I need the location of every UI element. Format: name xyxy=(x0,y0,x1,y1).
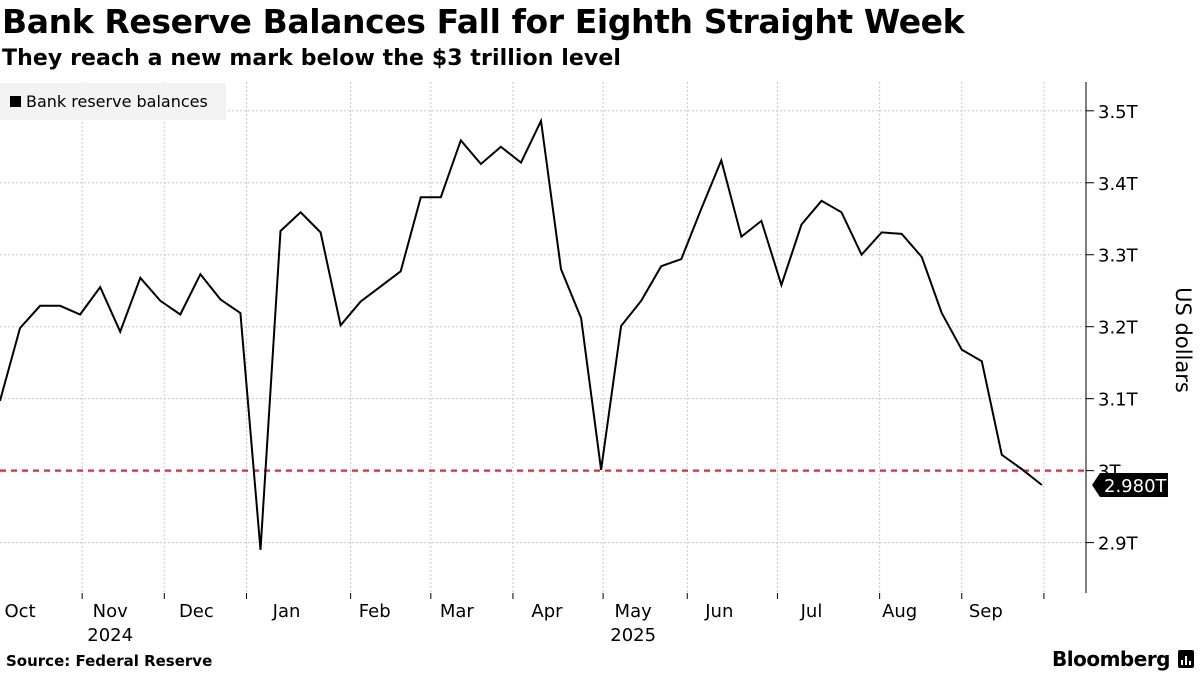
y-tick-label: 2.9T xyxy=(1098,534,1139,555)
x-tick-label: Nov xyxy=(93,601,128,622)
last-value-label: 2.980T xyxy=(1104,476,1168,497)
x-tick-label: Oct xyxy=(4,601,35,622)
chart-subtitle: They reach a new mark below the $3 trill… xyxy=(2,46,622,71)
bloomberg-logo: Bloomberg xyxy=(1052,647,1170,671)
y-tick-label: 3.1T xyxy=(1098,390,1139,411)
series-layer xyxy=(0,117,1043,550)
series-line-bank-reserve-balances xyxy=(0,117,1043,550)
x-tick-label: May xyxy=(615,601,653,622)
x-tick-label: Jun xyxy=(704,601,733,622)
y-axis-title: US dollars xyxy=(1171,287,1195,393)
x-tick-label: Sep xyxy=(969,601,1003,622)
y-tick-label: 3.4T xyxy=(1098,174,1139,195)
x-tick-label: Feb xyxy=(359,601,391,622)
x-tick-label: Apr xyxy=(531,601,563,622)
x-tick-label: Aug xyxy=(882,601,917,622)
legend-swatch xyxy=(10,96,21,107)
last-value-tag xyxy=(1092,473,1168,498)
x-tick-label: Jan xyxy=(272,601,301,622)
x-tick-label: Mar xyxy=(440,601,475,622)
x-tick-label: Jul xyxy=(800,601,823,622)
y-tick-label: 3.2T xyxy=(1098,318,1139,339)
year-label: 2025 xyxy=(610,625,656,646)
x-tick-label: Dec xyxy=(179,601,214,622)
grid xyxy=(0,82,1086,593)
legend: Bank reserve balances xyxy=(0,83,226,120)
source-note: Source: Federal Reserve xyxy=(6,652,213,670)
bloomberg-chart-icon xyxy=(1178,650,1194,668)
legend-label: Bank reserve balances xyxy=(26,92,208,111)
year-label: 2024 xyxy=(87,625,133,646)
y-tick-label: 3.3T xyxy=(1098,246,1139,267)
chart-title: Bank Reserve Balances Fall for Eighth St… xyxy=(2,2,965,41)
y-tick-label: 3.5T xyxy=(1098,102,1139,123)
